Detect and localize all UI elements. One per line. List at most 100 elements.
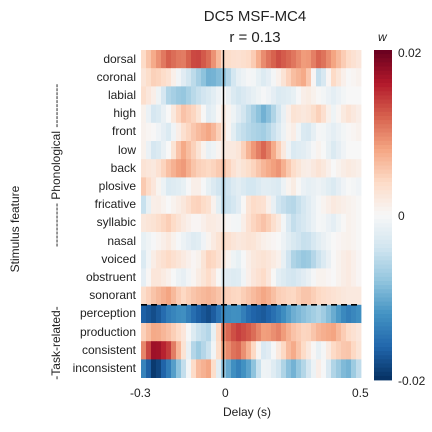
heatmap-cell	[276, 177, 282, 196]
colorbar-segment	[374, 58, 392, 63]
heatmap-cell	[191, 68, 197, 87]
heatmap-cell	[226, 50, 232, 69]
y-axis-title: Stimulus feature	[8, 185, 22, 273]
heatmap-cell	[291, 213, 297, 233]
colorbar-segment	[374, 182, 392, 187]
colorbar-segment	[374, 161, 392, 166]
heatmap-cell	[226, 341, 232, 360]
group-label-task-related: -Task-related-	[49, 306, 63, 380]
colorbar-segment	[374, 367, 392, 373]
colorbar-segment	[374, 83, 392, 88]
heatmap-cell	[146, 213, 152, 233]
heatmap-cell	[216, 232, 222, 251]
heatmap-cell	[296, 177, 302, 196]
heatmap-cell	[156, 159, 162, 178]
heatmap-cell	[156, 68, 162, 87]
heatmap-cell	[151, 359, 157, 378]
heatmap-cell	[286, 323, 292, 342]
heatmap-cell	[216, 286, 222, 306]
heatmap-cell	[146, 195, 152, 215]
heatmap-cell	[241, 122, 247, 142]
heatmap-cell	[356, 323, 362, 342]
heatmap-cell	[301, 195, 307, 215]
heatmap-cell	[241, 159, 247, 178]
heatmap-cell	[151, 86, 157, 105]
heatmap-cell	[261, 177, 267, 196]
heatmap-cell	[171, 50, 177, 69]
heatmap-cell	[181, 268, 187, 287]
heatmap-cell	[256, 159, 262, 178]
heatmap-cell	[336, 304, 342, 324]
heatmap-cell	[326, 359, 332, 378]
heatmap-cell	[176, 177, 182, 196]
colorbar-segment	[374, 157, 392, 162]
heatmap-cell	[301, 359, 307, 378]
heatmap-cell	[226, 177, 232, 196]
heatmap-cell	[326, 286, 332, 306]
heatmap-cell	[291, 122, 297, 142]
heatmap-cell	[256, 177, 262, 196]
heatmap-cell	[341, 232, 347, 251]
heatmap-cell	[341, 50, 347, 69]
colorbar-segment	[374, 268, 392, 274]
heatmap-cell	[296, 341, 302, 360]
heatmap-cell	[196, 268, 202, 287]
heatmap-cell	[271, 359, 277, 378]
heatmap-cell	[331, 250, 337, 269]
heatmap-cell	[186, 68, 192, 87]
heatmap-cell	[316, 359, 322, 378]
heatmap-cell	[161, 86, 167, 105]
heatmap-cell	[206, 323, 212, 342]
colorbar-segment	[374, 285, 392, 290]
heatmap-cell	[211, 304, 217, 324]
heatmap-cell	[271, 195, 277, 215]
heatmap-cell	[246, 122, 252, 142]
heatmap-cell	[301, 250, 307, 269]
heatmap-cell	[261, 323, 267, 342]
heatmap-cell	[266, 304, 272, 324]
heatmap-cell	[251, 286, 257, 306]
colorbar-segment	[374, 169, 392, 175]
heatmap-cell	[171, 304, 177, 324]
colorbar-segment	[374, 231, 392, 237]
heatmap-cell	[236, 122, 242, 142]
heatmap-cell	[286, 250, 292, 269]
heatmap-cell	[246, 250, 252, 269]
heatmap-cell	[171, 177, 177, 196]
heatmap-cell	[266, 268, 272, 287]
heatmap-cell	[226, 232, 232, 251]
heatmap-cell	[231, 232, 237, 251]
heatmap-cell	[156, 250, 162, 269]
heatmap-cell	[341, 159, 347, 178]
heatmap-cell	[226, 159, 232, 178]
heatmap-cell	[321, 122, 327, 142]
heatmap-cell	[241, 250, 247, 269]
heatmap-cell	[151, 286, 157, 306]
heatmap-cell	[226, 195, 232, 215]
heatmap-cell	[266, 341, 272, 360]
heatmap-cell	[161, 359, 167, 378]
heatmap-cell	[331, 323, 337, 342]
heatmap-cell	[146, 68, 152, 87]
heatmap-cell	[346, 359, 352, 378]
heatmap-cell	[161, 304, 167, 324]
heatmap-cell	[211, 68, 217, 87]
heatmap-cell	[316, 141, 322, 160]
heatmap-cell	[326, 304, 332, 324]
heatmap-cell	[156, 177, 162, 196]
heatmap-cell	[186, 213, 192, 233]
heatmap-cell	[291, 250, 297, 269]
heatmap-cell	[306, 68, 312, 87]
heatmap-cell	[271, 268, 277, 287]
heatmap-cell	[191, 304, 197, 324]
heatmap-cell	[206, 177, 212, 196]
heatmap-cell	[316, 304, 322, 324]
heatmap-cell	[266, 141, 272, 160]
colorbar-segment	[374, 149, 392, 154]
heatmap-cell	[326, 250, 332, 269]
heatmap-cell	[296, 213, 302, 233]
heatmap-cell	[176, 159, 182, 178]
heatmap-cell	[301, 213, 307, 233]
heatmap-cell	[141, 232, 147, 251]
heatmap-cell	[191, 359, 197, 378]
